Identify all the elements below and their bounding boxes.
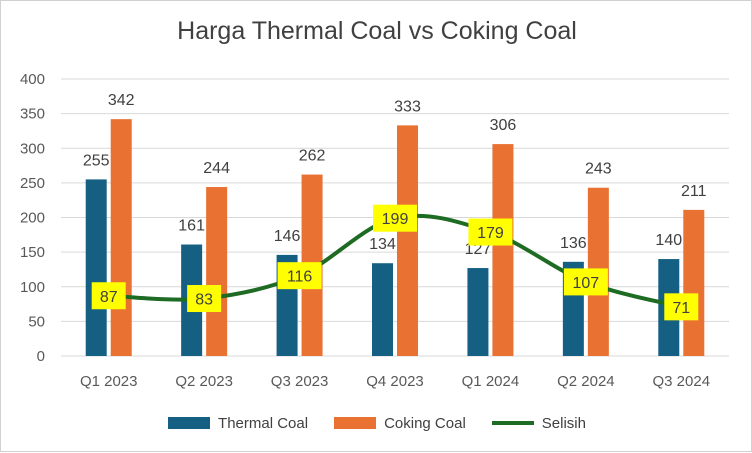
bar-data-label: 211 [681, 183, 707, 200]
bar-data-label: 134 [369, 236, 396, 253]
bar-data-label: 146 [274, 228, 301, 245]
bar-data-label: 342 [108, 92, 135, 109]
y-tick-label: 300 [20, 140, 45, 157]
legend-swatch-selisih [491, 421, 534, 425]
legend-item-selisih: Selisih [491, 414, 586, 432]
chart-title: Harga Thermal Coal vs Coking Coal [177, 17, 577, 45]
y-tick-label: 50 [28, 313, 45, 330]
x-tick-label: Q1 2024 [462, 373, 520, 390]
legend-label-thermal-coal: Thermal Coal [218, 414, 309, 432]
bar-data-label: 244 [203, 160, 230, 177]
x-tick-label: Q4 2023 [366, 373, 424, 390]
bar-data-label: 136 [560, 235, 587, 252]
selisih-data-label: 83 [195, 292, 213, 309]
bar-coking-coal [397, 125, 418, 357]
bar-data-label: 255 [83, 152, 110, 169]
legend: Thermal Coal Coking Coal Selisih [1, 411, 752, 435]
legend-swatch-thermal-coal [168, 417, 211, 429]
y-tick-label: 150 [20, 244, 45, 261]
selisih-label-box [563, 268, 608, 296]
bar-data-label: 243 [585, 161, 612, 178]
legend-label-coking-coal: Coking Coal [384, 414, 466, 432]
selisih-label-box [187, 285, 222, 313]
bar-coking-coal [206, 187, 228, 356]
x-tick-label: Q1 2023 [80, 373, 138, 390]
bar-data-label: 140 [655, 232, 682, 249]
bar-data-label: 333 [394, 98, 421, 115]
x-tick-label: Q2 2024 [557, 373, 615, 390]
y-tick-label: 400 [20, 71, 45, 88]
selisih-label-box [373, 204, 417, 232]
legend-swatch-coking-coal [334, 417, 377, 429]
bar-coking-coal [492, 144, 514, 356]
bar-data-label: 262 [299, 148, 326, 165]
x-tick-label: Q3 2023 [271, 373, 329, 390]
legend-label-selisih: Selisih [541, 414, 586, 432]
selisih-label-box [664, 293, 699, 321]
bar-data-label: 306 [490, 117, 517, 134]
legend-item-coking-coal: Coking Coal [334, 415, 466, 432]
y-tick-label: 100 [20, 279, 45, 296]
selisih-label-box [468, 218, 513, 246]
y-tick-label: 350 [20, 106, 45, 123]
bar-thermal-coal [85, 179, 107, 356]
y-tick-label: 250 [20, 175, 45, 192]
bar-coking-coal [683, 209, 705, 356]
selisih-data-label: 116 [287, 269, 313, 286]
bar-coking-coal [110, 119, 132, 356]
selisih-label-box [91, 282, 126, 310]
selisih-data-label: 87 [100, 289, 118, 306]
y-tick-label: 200 [20, 210, 45, 227]
selisih-data-label: 179 [477, 225, 504, 242]
selisih-label-box [277, 262, 322, 290]
x-tick-label: Q2 2023 [175, 373, 233, 390]
bar-data-label: 161 [178, 218, 205, 235]
y-tick-label: 0 [37, 348, 45, 365]
legend-item-thermal-coal: Thermal Coal [168, 415, 308, 432]
bar-thermal-coal [467, 268, 489, 356]
bar-thermal-coal [372, 263, 393, 356]
x-tick-label: Q3 2024 [653, 373, 711, 390]
selisih-data-label: 71 [672, 300, 690, 317]
selisih-data-label: 199 [382, 211, 409, 228]
selisih-data-label: 107 [573, 275, 600, 292]
